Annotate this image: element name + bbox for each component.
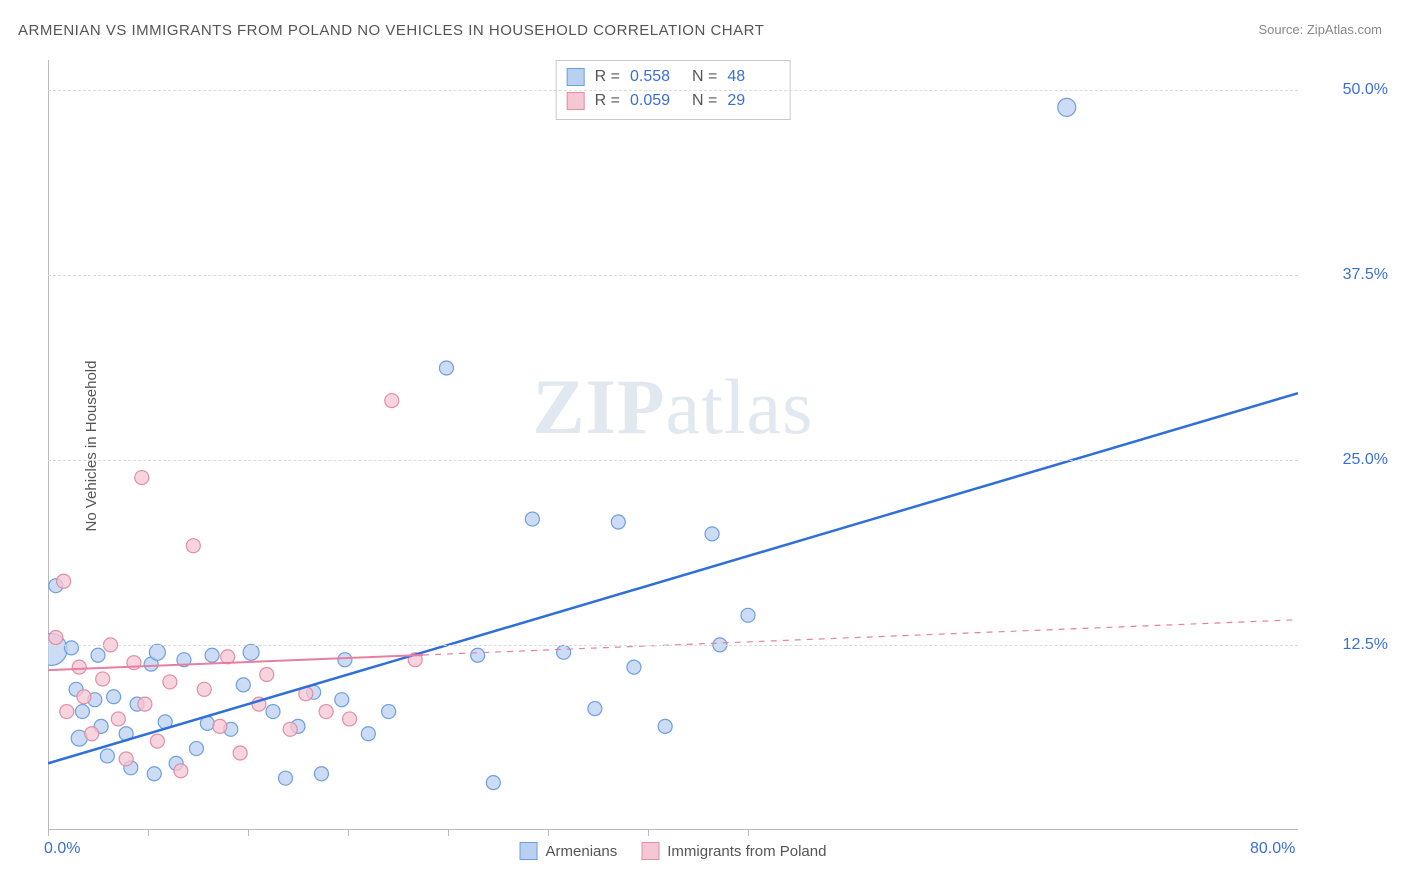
x-tick-label: 80.0% xyxy=(1250,840,1295,858)
x-tick-mark xyxy=(348,830,349,836)
stats-row-series-1: R = 0.059 N = 29 xyxy=(567,89,780,113)
data-point xyxy=(283,722,297,736)
data-point xyxy=(385,394,399,408)
data-point xyxy=(174,764,188,778)
chart-title: ARMENIAN VS IMMIGRANTS FROM POLAND NO VE… xyxy=(18,22,764,39)
x-tick-mark xyxy=(148,830,149,836)
data-point xyxy=(319,705,333,719)
n-label: N = xyxy=(692,68,717,86)
chart-svg xyxy=(48,60,1298,830)
data-point xyxy=(197,682,211,696)
x-tick-mark xyxy=(448,830,449,836)
data-point xyxy=(96,672,110,686)
n-value-1: 29 xyxy=(727,92,779,110)
data-point xyxy=(135,471,149,485)
data-point xyxy=(279,771,293,785)
legend-label-0: Armenians xyxy=(546,843,618,860)
data-point xyxy=(107,690,121,704)
x-tick-mark xyxy=(648,830,649,836)
data-point xyxy=(627,660,641,674)
data-point xyxy=(382,705,396,719)
data-point xyxy=(205,648,219,662)
data-point xyxy=(150,734,164,748)
gridline xyxy=(48,645,1298,646)
swatch-series-1 xyxy=(567,92,585,110)
data-point xyxy=(85,727,99,741)
data-point xyxy=(111,712,125,726)
n-label: N = xyxy=(692,92,717,110)
swatch-series-0 xyxy=(567,68,585,86)
data-point xyxy=(471,648,485,662)
data-point xyxy=(77,690,91,704)
y-tick-label: 37.5% xyxy=(1308,266,1388,284)
data-point xyxy=(119,752,133,766)
data-point xyxy=(49,631,63,645)
data-point xyxy=(335,693,349,707)
legend-label-1: Immigrants from Poland xyxy=(667,843,826,860)
y-tick-label: 12.5% xyxy=(1308,636,1388,654)
y-tick-label: 50.0% xyxy=(1308,81,1388,99)
data-point xyxy=(486,776,500,790)
data-point xyxy=(186,539,200,553)
data-point xyxy=(57,574,71,588)
regression-line-dashed xyxy=(423,620,1298,655)
r-label: R = xyxy=(595,68,620,86)
data-point xyxy=(138,697,152,711)
plot-area: ZIPatlas R = 0.558 N = 48 R = 0.059 N = … xyxy=(48,60,1298,830)
data-point xyxy=(525,512,539,526)
x-tick-label: 0.0% xyxy=(44,840,80,858)
y-tick-label: 25.0% xyxy=(1308,451,1388,469)
data-point xyxy=(741,608,755,622)
gridline xyxy=(48,90,1298,91)
data-point xyxy=(233,746,247,760)
legend-swatch-0 xyxy=(520,842,538,860)
data-point xyxy=(236,678,250,692)
source-attribution: Source: ZipAtlas.com xyxy=(1258,22,1382,37)
legend-item-1: Immigrants from Poland xyxy=(641,842,826,860)
data-point xyxy=(343,712,357,726)
data-point xyxy=(705,527,719,541)
r-label: R = xyxy=(595,92,620,110)
data-point xyxy=(1058,98,1076,116)
data-point xyxy=(163,675,177,689)
x-tick-mark xyxy=(48,830,49,836)
gridline xyxy=(48,460,1298,461)
data-point xyxy=(314,767,328,781)
x-tick-mark xyxy=(248,830,249,836)
data-point xyxy=(91,648,105,662)
data-point xyxy=(100,749,114,763)
data-point xyxy=(361,727,375,741)
legend-item-0: Armenians xyxy=(520,842,618,860)
data-point xyxy=(557,645,571,659)
legend-swatch-1 xyxy=(641,842,659,860)
data-point xyxy=(189,742,203,756)
gridline xyxy=(48,275,1298,276)
x-tick-mark xyxy=(548,830,549,836)
data-point xyxy=(149,644,165,660)
data-point xyxy=(60,705,74,719)
data-point xyxy=(75,705,89,719)
stats-row-series-0: R = 0.558 N = 48 xyxy=(567,65,780,89)
data-point xyxy=(338,653,352,667)
data-point xyxy=(266,705,280,719)
x-tick-mark xyxy=(748,830,749,836)
data-point xyxy=(611,515,625,529)
data-point xyxy=(64,641,78,655)
data-point xyxy=(260,668,274,682)
r-value-0: 0.558 xyxy=(630,68,682,86)
n-value-0: 48 xyxy=(727,68,779,86)
data-point xyxy=(72,660,86,674)
data-point xyxy=(588,702,602,716)
data-point xyxy=(213,719,227,733)
data-point xyxy=(658,719,672,733)
regression-line xyxy=(48,393,1298,763)
r-value-1: 0.059 xyxy=(630,92,682,110)
data-point xyxy=(243,644,259,660)
data-point xyxy=(439,361,453,375)
series-legend: Armenians Immigrants from Poland xyxy=(520,842,827,860)
data-point xyxy=(147,767,161,781)
